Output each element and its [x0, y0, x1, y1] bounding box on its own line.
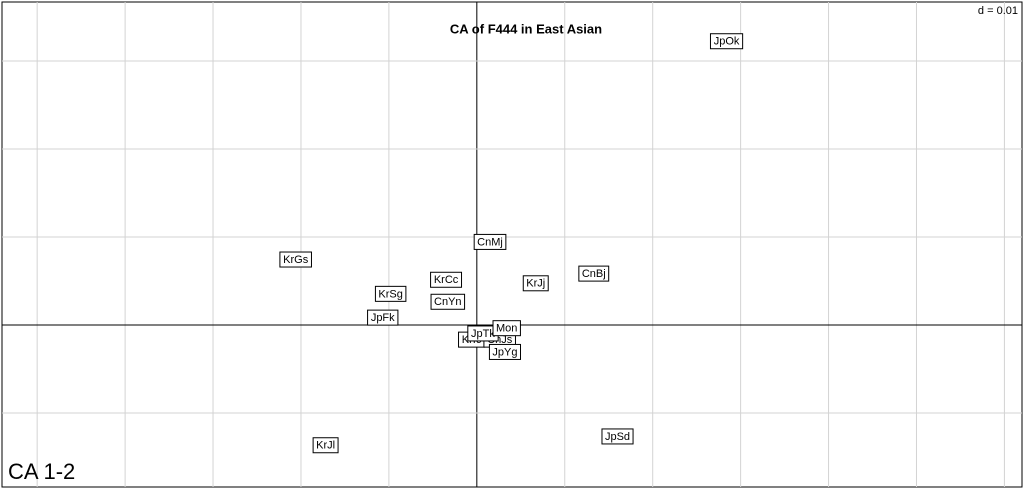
label-box: [367, 309, 399, 326]
panel-label: CA 1-2: [8, 459, 75, 484]
label-box: [374, 285, 407, 302]
point-label: JpSd: [601, 428, 634, 445]
label-box: [430, 271, 463, 288]
point-label-text: CnYn: [434, 296, 462, 308]
point-label: KrJl: [312, 437, 339, 454]
point-label-text: JpTk: [471, 328, 495, 340]
point-label-text: KrJj: [526, 278, 545, 290]
point-label-text: JpOk: [714, 36, 740, 48]
point-label-text: JpSd: [605, 431, 630, 443]
point-label-text: CnBj: [582, 268, 606, 280]
label-box: [709, 33, 744, 50]
point-label: JpOk: [709, 33, 744, 50]
point-label: JpFk: [367, 309, 399, 326]
points: JpOkKrGsCnMjKrCcCnBjKrJjKrSgCnYnJpFkKrIc…: [279, 33, 744, 454]
point-label-text: KrGs: [283, 254, 309, 266]
point-label: CnMj: [473, 233, 507, 250]
point-label: JpYg: [488, 343, 522, 360]
point-label-text: CnMj: [477, 236, 503, 248]
point-label: JpTk: [467, 325, 499, 342]
label-box: [578, 265, 610, 282]
point-label-text: JpYg: [492, 346, 517, 358]
label-box: [492, 320, 521, 337]
point-label-text: KrCc: [434, 274, 459, 286]
point-label: CnBj: [578, 265, 610, 282]
point-label: KrSg: [374, 285, 407, 302]
point-label-text: KrJl: [316, 440, 335, 452]
label-box: [522, 275, 549, 292]
point-label: KrCc: [430, 271, 463, 288]
point-label-text: KrSg: [378, 288, 402, 300]
point-label: Mon: [492, 320, 521, 337]
label-box: [430, 293, 466, 310]
point-label: KrGs: [279, 251, 312, 268]
chart-title: CA of F444 in East Asian: [450, 21, 602, 36]
scale-annotation: d = 0.01: [978, 5, 1018, 17]
point-label: KrJj: [522, 275, 549, 292]
label-box: [488, 343, 522, 360]
label-box: [279, 251, 312, 268]
point-label: CnYn: [430, 293, 466, 310]
point-label-text: Mon: [496, 323, 517, 335]
point-label-text: JpFk: [371, 312, 395, 324]
label-box: [601, 428, 634, 445]
label-box: [312, 437, 339, 454]
label-box: [473, 233, 507, 250]
